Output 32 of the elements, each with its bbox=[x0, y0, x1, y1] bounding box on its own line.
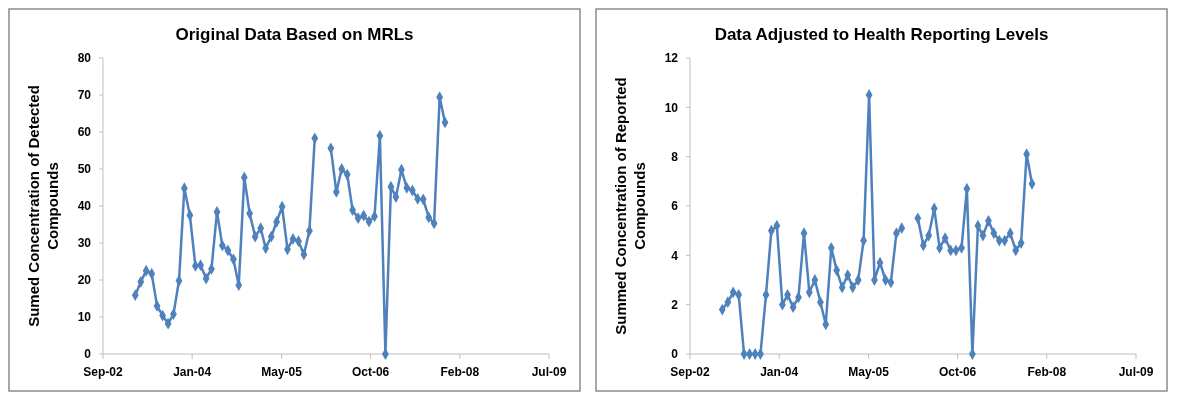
y-tick-label: 4 bbox=[671, 248, 679, 263]
y-tick-label: 70 bbox=[77, 88, 92, 103]
chart-title: Original Data Based on MRLs bbox=[175, 25, 414, 44]
y-tick-label: 10 bbox=[77, 310, 92, 325]
y-tick-label: 40 bbox=[77, 199, 92, 214]
y-axis-title: Summed Concentration of Reported Compounds bbox=[612, 77, 648, 335]
y-tick-label: 80 bbox=[77, 51, 92, 66]
y-tick-label: 0 bbox=[671, 347, 679, 362]
x-tick-label: Jan-04 bbox=[760, 365, 799, 379]
y-tick-label: 6 bbox=[671, 199, 679, 214]
y-tick-label: 10 bbox=[664, 100, 679, 115]
y-tick-label: 0 bbox=[84, 347, 92, 362]
chart-title: Data Adjusted to Health Reporting Levels bbox=[714, 25, 1049, 44]
x-tick-label: Jul-09 bbox=[1118, 365, 1154, 379]
x-tick-label: Feb-08 bbox=[1027, 365, 1067, 379]
x-tick-label: Jul-09 bbox=[531, 365, 567, 379]
x-tick-label: Feb-08 bbox=[440, 365, 480, 379]
x-tick-label: May-05 bbox=[261, 365, 303, 379]
y-tick-label: 2 bbox=[671, 297, 679, 312]
y-tick-label: 8 bbox=[671, 149, 679, 164]
y-tick-label: 30 bbox=[77, 236, 92, 251]
y-axis-title: Sumed Concentration of Detected Compounds bbox=[25, 85, 61, 327]
x-tick-label: May-05 bbox=[848, 365, 890, 379]
y-tick-label: 50 bbox=[77, 162, 92, 177]
x-tick-label: Jan-04 bbox=[173, 365, 212, 379]
y-tick-label: 60 bbox=[77, 125, 92, 140]
x-tick-label: Sep-02 bbox=[670, 365, 710, 379]
x-tick-label: Oct-06 bbox=[351, 365, 390, 379]
y-tick-label: 20 bbox=[77, 273, 92, 288]
x-tick-label: Sep-02 bbox=[83, 365, 123, 379]
x-tick-label: Oct-06 bbox=[938, 365, 977, 379]
y-tick-label: 12 bbox=[664, 51, 679, 66]
